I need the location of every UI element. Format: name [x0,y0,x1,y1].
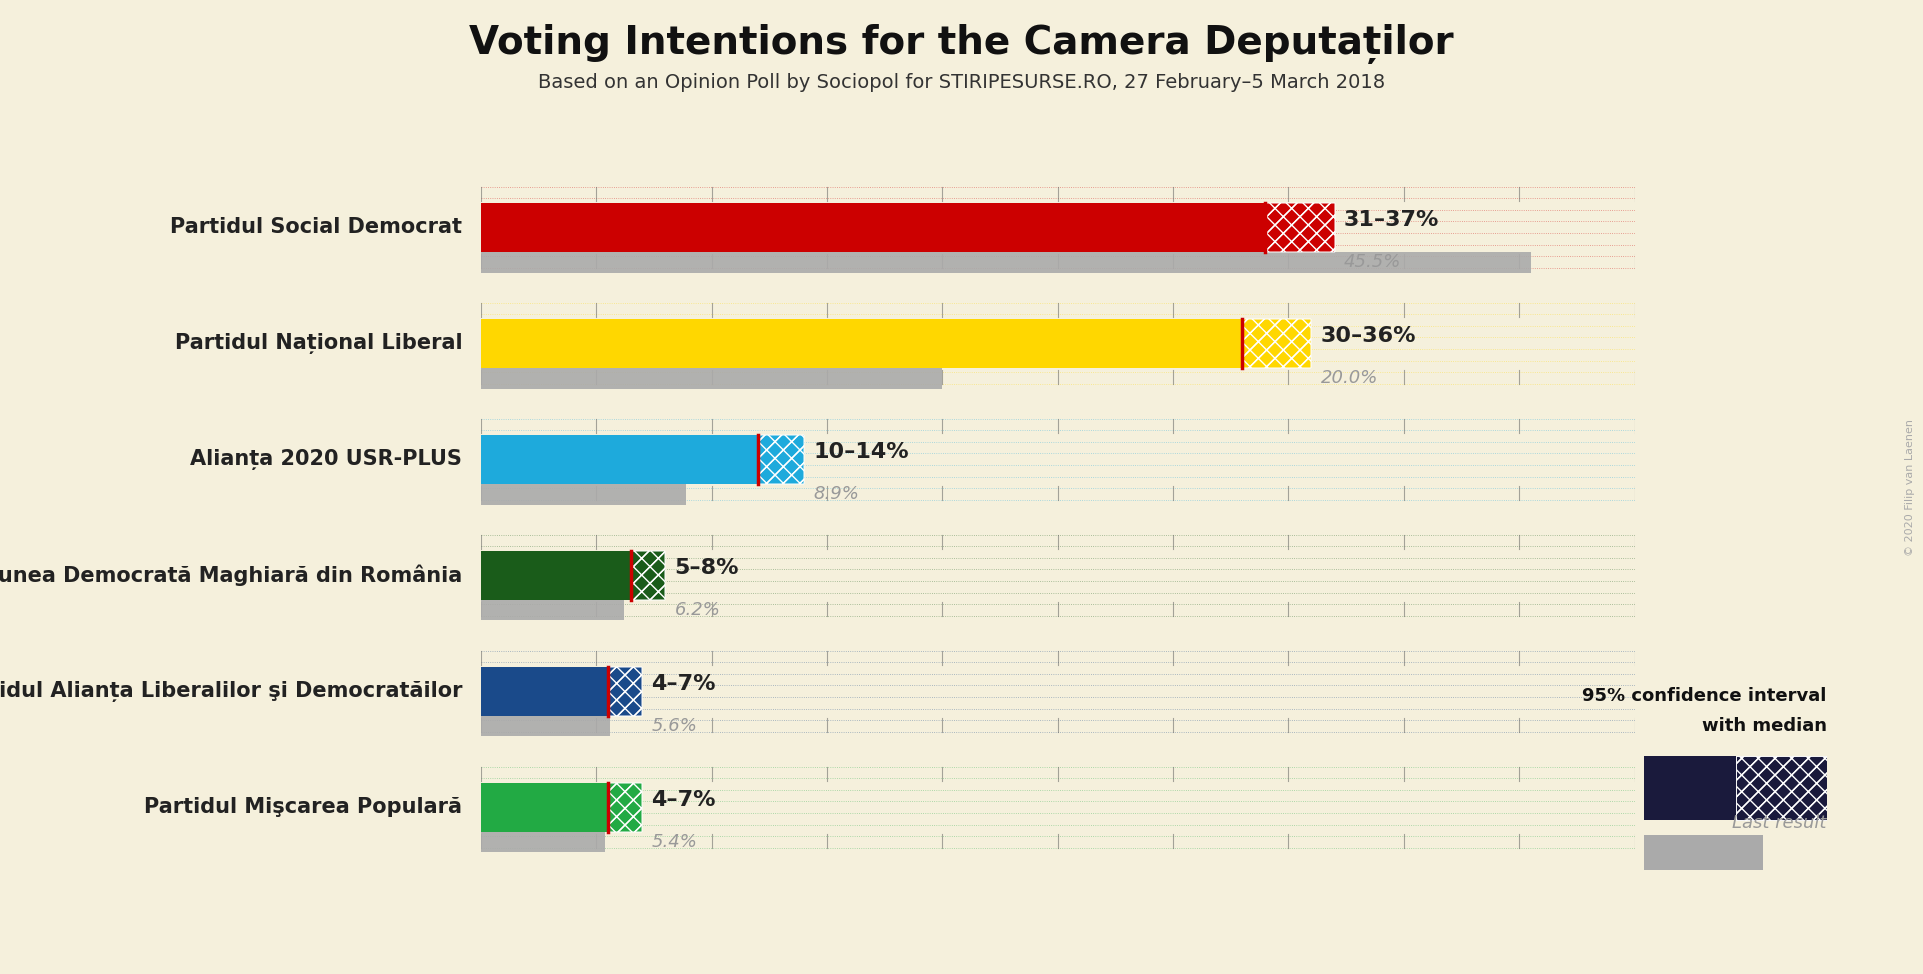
Bar [608,783,642,832]
Text: 10–14%: 10–14% [813,442,910,463]
Bar [608,783,642,832]
Text: 8.9%: 8.9% [813,485,860,503]
Text: Partidul Alianța Liberalilor şi Democratăilor: Partidul Alianța Liberalilor şi Democrat… [0,681,462,701]
Text: 20.0%: 20.0% [1321,369,1379,387]
Bar [758,435,804,484]
Text: © 2020 Filip van Laenen: © 2020 Filip van Laenen [1904,419,1915,555]
Bar [608,667,642,716]
Text: Partidul Mişcarea Populară: Partidul Mişcarea Populară [144,798,462,817]
Text: 31–37%: 31–37% [1344,210,1438,230]
Text: 4–7%: 4–7% [652,790,715,810]
Bar [481,414,1635,505]
Bar [758,435,804,484]
Text: Last result: Last result [1733,814,1827,832]
Bar [481,551,596,600]
Bar [1265,203,1335,251]
Bar [1196,203,1265,251]
Bar [481,435,712,484]
Bar [712,435,758,484]
Bar [631,551,665,600]
Text: Uniunea Democrată Maghiară din România: Uniunea Democrată Maghiară din România [0,565,462,586]
Bar [1736,756,1827,819]
Text: Based on an Opinion Poll by Sociopol for STIRIPESURSE.RO, 27 February–5 March 20: Based on an Opinion Poll by Sociopol for… [538,73,1385,93]
Bar [1644,835,1763,871]
Text: 5–8%: 5–8% [675,558,738,579]
Bar [481,182,1635,273]
Bar [608,667,642,716]
Bar [573,667,608,716]
Bar [1173,318,1242,367]
Bar [1242,318,1311,367]
Bar [481,484,687,505]
Bar [1736,756,1827,819]
Text: Partidul Social Democrat: Partidul Social Democrat [171,217,462,238]
Bar [481,667,573,716]
Text: 4–7%: 4–7% [652,674,715,694]
Text: 6.2%: 6.2% [675,601,721,619]
Bar [1644,756,1736,819]
Bar [481,367,942,389]
Bar [481,832,606,852]
Bar [1265,203,1335,251]
Bar [1242,318,1311,367]
Bar [1265,203,1335,251]
Bar [573,783,608,832]
Bar [596,551,631,600]
Bar [481,600,623,620]
Bar [481,646,1635,736]
Bar [481,251,1531,273]
Text: 5.4%: 5.4% [652,833,698,851]
Bar [481,716,610,736]
Bar [481,783,573,832]
Text: Partidul Național Liberal: Partidul Național Liberal [175,333,462,354]
Bar [631,551,665,600]
Text: 95% confidence interval: 95% confidence interval [1583,688,1827,705]
Bar [608,783,642,832]
Bar [481,762,1635,852]
Bar [481,298,1635,389]
Bar [758,435,804,484]
Bar [631,551,665,600]
Bar [481,530,1635,620]
Text: 30–36%: 30–36% [1321,326,1415,347]
Text: with median: with median [1702,717,1827,734]
Text: 5.6%: 5.6% [652,717,698,735]
Text: Alianța 2020 USR-PLUS: Alianța 2020 USR-PLUS [190,449,462,469]
Text: 45.5%: 45.5% [1344,253,1402,271]
Bar [481,203,1196,251]
Text: Voting Intentions for the Camera Deputaților: Voting Intentions for the Camera Deputaț… [469,24,1454,64]
Bar [608,667,642,716]
Bar [481,318,1173,367]
Bar [1242,318,1311,367]
